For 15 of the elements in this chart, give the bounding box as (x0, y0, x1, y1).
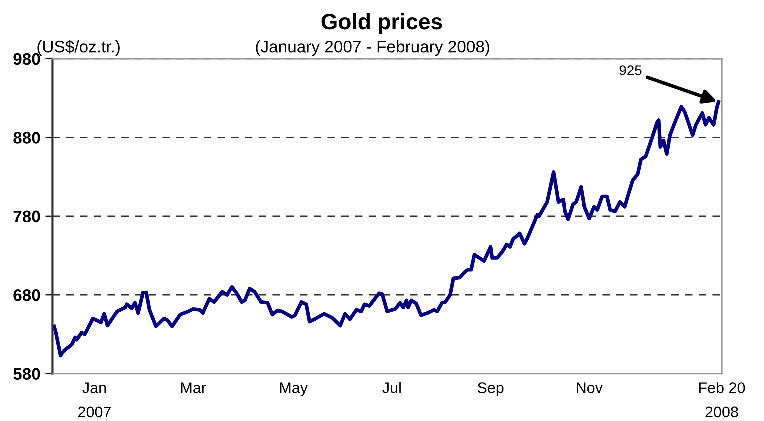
x-tick-label: Jan 2007 (78, 382, 111, 418)
annotation: 925 (620, 66, 642, 76)
line-series (52, 100, 721, 358)
y-tick-label: 580 (14, 368, 40, 380)
x-tick-label: Nov (577, 382, 603, 394)
y-tick-label: 680 (14, 290, 40, 302)
x-tick-label: May (280, 382, 308, 396)
x-tick-label: Jul (382, 382, 401, 394)
x-tick-label: Feb 20 2008 (699, 382, 746, 418)
x-tick-label: Mar (181, 382, 206, 394)
y-tick-label: 880 (14, 132, 40, 144)
x-tick-label: Sep (478, 382, 504, 396)
chart-title: Gold prices (322, 13, 442, 34)
chart-subtitle: (January 2007 - February 2008) (256, 40, 490, 56)
y-tick-label: 780 (14, 210, 40, 223)
